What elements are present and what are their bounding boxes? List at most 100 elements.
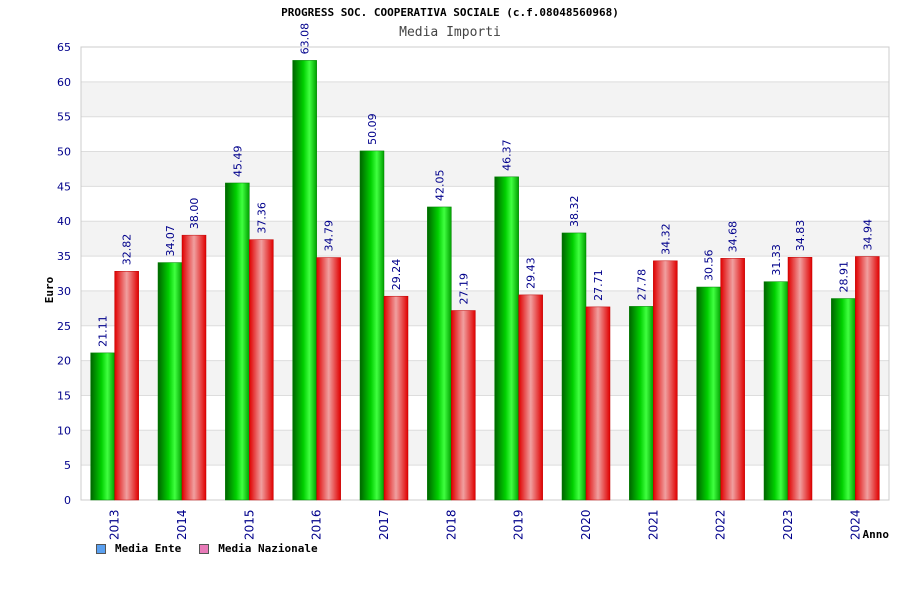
- grid-band: [81, 116, 889, 152]
- legend: Media Ente Media Nazionale: [96, 542, 336, 555]
- y-tick-label: 25: [57, 320, 71, 333]
- bar-nazionale: [316, 257, 341, 501]
- data-label: 27.78: [635, 269, 648, 301]
- data-label: 27.19: [457, 273, 470, 305]
- x-tick-label: 2022: [714, 509, 728, 540]
- bar-nazionale: [653, 260, 678, 501]
- data-label: 34.68: [727, 221, 740, 253]
- bar-nazionale: [585, 306, 611, 501]
- legend-item-ente: Media Ente: [96, 542, 181, 555]
- bar-ente: [359, 150, 385, 501]
- x-tick-label: 2020: [579, 509, 593, 540]
- data-label: 37.36: [255, 202, 268, 234]
- y-tick-label: 35: [57, 250, 71, 263]
- chart-title: PROGRESS SOC. COOPERATIVA SOCIALE (c.f.0…: [281, 6, 619, 19]
- plot-frame: [80, 46, 890, 501]
- bar-ente: [696, 286, 721, 501]
- data-label: 34.32: [659, 223, 672, 255]
- data-label: 29.43: [525, 257, 538, 289]
- y-tick-label: 45: [57, 180, 71, 193]
- y-tick-label: 15: [57, 389, 71, 402]
- plot-background: [80, 46, 890, 501]
- x-axis: 2013 2014 2015 2016 2017 2018 2019 2020 2021 2022…: [108, 509, 863, 540]
- bar-nazionale: [181, 234, 207, 501]
- data-label: 29.24: [390, 259, 403, 291]
- bar-ente: [763, 281, 789, 501]
- data-label: 63.08: [299, 23, 312, 55]
- y-tick-label: 5: [64, 459, 71, 472]
- grid-band: [81, 465, 889, 500]
- x-tick-label: 2016: [310, 509, 324, 540]
- data-label: 46.37: [501, 139, 514, 170]
- grid-band: [81, 325, 889, 361]
- bar-ente: [831, 298, 856, 501]
- x-tick-label: 2023: [781, 509, 795, 540]
- x-tick-label: 2014: [175, 509, 189, 540]
- bar-ente: [292, 60, 317, 501]
- legend-swatch-nazionale: [199, 543, 210, 554]
- y-tick-label: 50: [57, 146, 71, 159]
- data-label: 34.94: [861, 219, 874, 251]
- bar-nazionale: [383, 295, 409, 501]
- data-label: 34.83: [794, 220, 807, 252]
- bar-ente: [629, 306, 654, 501]
- bar-ente: [494, 176, 519, 501]
- bar-nazionale: [855, 256, 880, 501]
- grid-band: [81, 430, 889, 466]
- bar-nazionale: [518, 294, 543, 501]
- y-tick-label: 40: [57, 215, 71, 228]
- grid-band: [81, 221, 889, 257]
- grid-band: [81, 151, 889, 187]
- grid-band: [81, 290, 889, 326]
- data-label: 30.56: [703, 250, 716, 282]
- data-label: 28.91: [837, 261, 850, 293]
- x-tick-label: 2013: [108, 509, 122, 540]
- data-label: 50.09: [366, 113, 379, 145]
- bar-nazionale: [787, 257, 813, 501]
- bar-ente: [561, 232, 587, 501]
- data-label: 31.33: [770, 244, 783, 276]
- y-tick-label: 30: [57, 285, 71, 298]
- x-tick-label: 2019: [512, 509, 526, 540]
- x-tick-label: 2021: [646, 509, 660, 540]
- y-tick-label: 65: [57, 41, 71, 54]
- bars: [90, 60, 880, 501]
- bar-nazionale: [114, 271, 139, 501]
- x-axis-label: Anno: [863, 528, 890, 541]
- y-tick-label: 60: [57, 76, 71, 89]
- data-label: 45.49: [231, 145, 244, 176]
- bar-ente: [157, 262, 183, 501]
- grid-band: [81, 360, 889, 396]
- y-tick-label: 0: [64, 494, 71, 507]
- legend-label-nazionale: Media Nazionale: [218, 542, 318, 555]
- data-label: 34.07: [164, 225, 177, 257]
- grid-band: [81, 81, 889, 117]
- data-labels: 21.11 32.82 34.07 38.00 45.49 37.36 63.08 34.79…: [97, 23, 875, 347]
- bar-ente: [427, 206, 452, 501]
- x-tick-label: 2018: [444, 509, 458, 540]
- data-label: 32.82: [121, 234, 134, 266]
- chart-subtitle: Media Importi: [399, 25, 501, 40]
- x-tick-label: 2017: [377, 509, 391, 540]
- grid-band: [81, 47, 889, 82]
- bar-nazionale: [249, 239, 274, 501]
- y-axis-label: Euro: [43, 276, 56, 303]
- bar-nazionale: [720, 258, 745, 501]
- data-label: 34.79: [323, 220, 336, 252]
- data-label: 27.71: [592, 269, 605, 301]
- x-tick-label: 2015: [242, 509, 256, 540]
- y-tick-label: 20: [57, 355, 71, 368]
- data-label: 21.11: [97, 315, 110, 347]
- y-axis: 0 5 10 15 20 25 30 35 40 45 50 55 60 65: [57, 41, 71, 507]
- y-tick-label: 55: [57, 111, 71, 124]
- grid-band: [81, 256, 889, 291]
- legend-swatch-ente: [96, 543, 106, 554]
- grid-band: [81, 186, 889, 222]
- data-label: 42.05: [433, 169, 446, 201]
- bar-nazionale: [451, 310, 476, 501]
- y-tick-label: 10: [57, 424, 71, 437]
- legend-label-ente: Media Ente: [115, 542, 182, 555]
- grid-band: [81, 395, 889, 431]
- data-label: 38.32: [568, 195, 581, 227]
